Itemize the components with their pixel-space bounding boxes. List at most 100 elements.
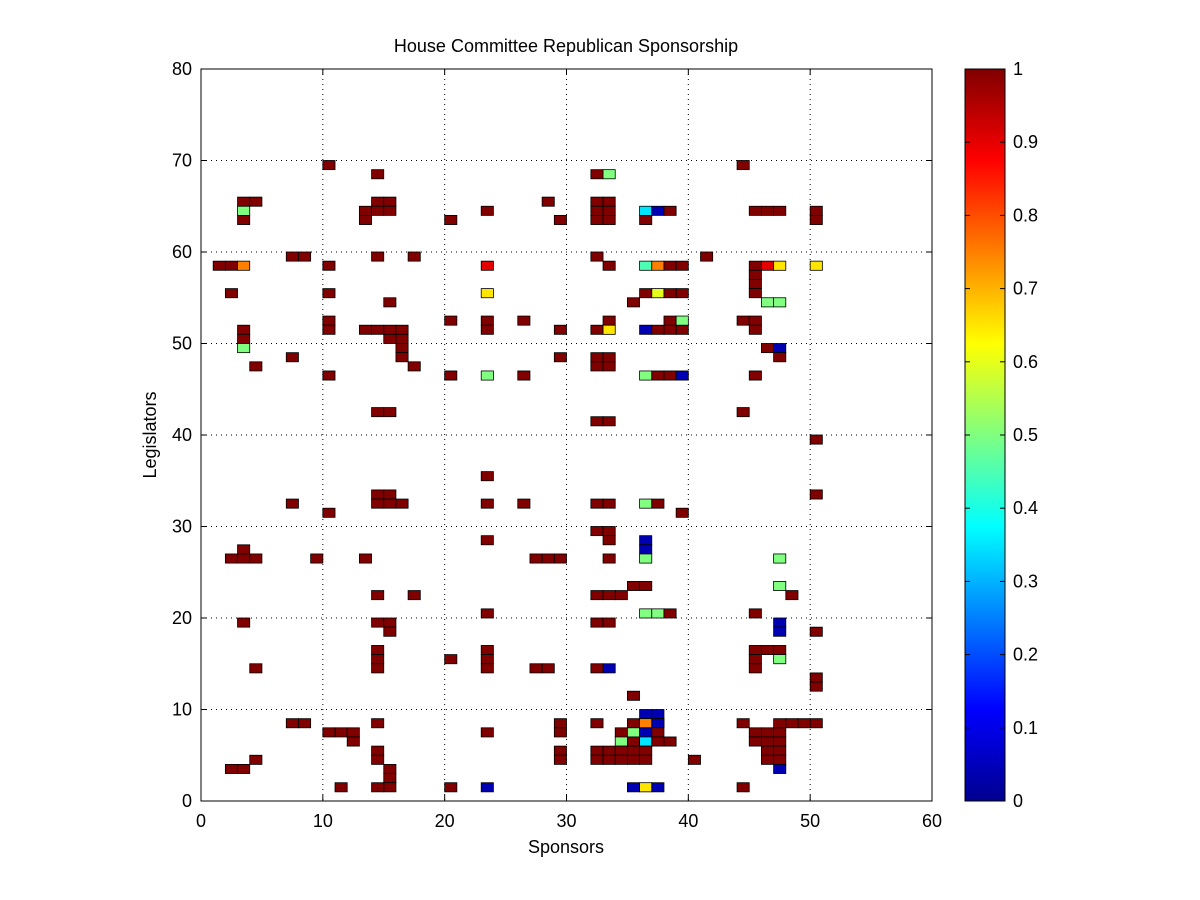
heatmap-cell (553, 352, 567, 363)
heatmap-cell (371, 205, 385, 216)
heatmap-cell (614, 745, 628, 756)
heatmap-cell (237, 196, 251, 207)
colorbar-tick-label: 0.1 (1013, 718, 1038, 738)
heatmap-cell (371, 645, 385, 656)
heatmap-cell (480, 471, 494, 482)
heatmap-cell (237, 544, 251, 555)
heatmap-cell (651, 727, 665, 738)
heatmap-cell (541, 553, 555, 564)
heatmap-cell (249, 663, 263, 674)
heatmap-cell (249, 361, 263, 372)
heatmap-cell (322, 507, 336, 518)
heatmap-cell (371, 745, 385, 756)
heatmap-cell (602, 617, 616, 628)
heatmap-cell (602, 361, 616, 372)
heatmap-cell (237, 343, 251, 354)
heatmap-cell (663, 370, 677, 381)
heatmap-cell (590, 617, 604, 628)
heatmap-cell (651, 718, 665, 729)
heatmap-cell (773, 645, 787, 656)
heatmap-cell (675, 315, 689, 326)
heatmap-cell (627, 297, 641, 308)
heatmap-cell (358, 214, 372, 225)
heatmap-cell (675, 507, 689, 518)
heatmap-cell (249, 196, 263, 207)
heatmap-cell (383, 626, 397, 637)
y-tick-label: 80 (172, 59, 192, 79)
heatmap-cell (383, 498, 397, 509)
heatmap-cell (480, 663, 494, 674)
heatmap-cell (773, 745, 787, 756)
heatmap-cell (736, 782, 750, 793)
heatmap-cell (371, 196, 385, 207)
heatmap-cell (322, 260, 336, 271)
chart-title: House Committee Republican Sponsorship (394, 36, 738, 56)
heatmap-cell (639, 709, 653, 720)
heatmap-cell (590, 754, 604, 765)
heatmap-cell (651, 324, 665, 335)
heatmap-cell (773, 718, 787, 729)
heatmap-cell (773, 553, 787, 564)
heatmap-cell (773, 626, 787, 637)
heatmap-cell (310, 553, 324, 564)
heatmap-cell (736, 315, 750, 326)
heatmap-cell (285, 251, 299, 262)
heatmap-cell (773, 736, 787, 747)
heatmap-cell (651, 709, 665, 720)
heatmap-cell (761, 727, 775, 738)
heatmap-cell (590, 361, 604, 372)
heatmap-cell (675, 324, 689, 335)
heatmap-cell (761, 645, 775, 656)
heatmap-cell (602, 745, 616, 756)
heatmap-cell (383, 773, 397, 784)
heatmap-cell (773, 343, 787, 354)
heatmap-cell (480, 654, 494, 665)
y-tick-label: 50 (172, 334, 192, 354)
heatmap-cell (639, 214, 653, 225)
heatmap-cell (371, 169, 385, 180)
heatmap-cell (748, 279, 762, 290)
heatmap-cell (480, 727, 494, 738)
heatmap-cell (761, 297, 775, 308)
heatmap-cell (517, 498, 531, 509)
heatmap-cell (797, 718, 811, 729)
heatmap-cell (602, 498, 616, 509)
heatmap-cell (298, 718, 312, 729)
heatmap-cell (736, 718, 750, 729)
heatmap-cell (383, 196, 397, 207)
heatmap-cell (663, 205, 677, 216)
heatmap-cell (517, 370, 531, 381)
heatmap-cell (748, 663, 762, 674)
heatmap-cell (590, 352, 604, 363)
heatmap-cell (627, 745, 641, 756)
heatmap-cell (371, 754, 385, 765)
heatmap-cell (639, 544, 653, 555)
heatmap-cell (809, 681, 823, 692)
heatmap-cell (480, 498, 494, 509)
heatmap-cell (614, 736, 628, 747)
heatmap-cell (651, 736, 665, 747)
heatmap-cell (371, 498, 385, 509)
heatmap-cell (761, 205, 775, 216)
heatmap-cell (675, 370, 689, 381)
heatmap-cell (590, 324, 604, 335)
x-tick-label: 50 (800, 811, 820, 831)
heatmap-cell (249, 553, 263, 564)
y-tick-label: 70 (172, 151, 192, 171)
heatmap-cell (627, 736, 641, 747)
heatmap-cell (224, 260, 238, 271)
heatmap-cell (285, 498, 299, 509)
x-tick-label: 30 (556, 811, 576, 831)
y-tick-label: 20 (172, 608, 192, 628)
heatmap-cell (590, 745, 604, 756)
heatmap-cell (602, 169, 616, 180)
heatmap-cell (553, 745, 567, 756)
heatmap-cell (675, 288, 689, 299)
heatmap-cell (517, 315, 531, 326)
heatmap-cell (602, 260, 616, 271)
heatmap-cell (627, 690, 641, 701)
heatmap-cell (602, 324, 616, 335)
heatmap-cell (590, 169, 604, 180)
x-tick-label: 40 (678, 811, 698, 831)
heatmap-cell (407, 251, 421, 262)
